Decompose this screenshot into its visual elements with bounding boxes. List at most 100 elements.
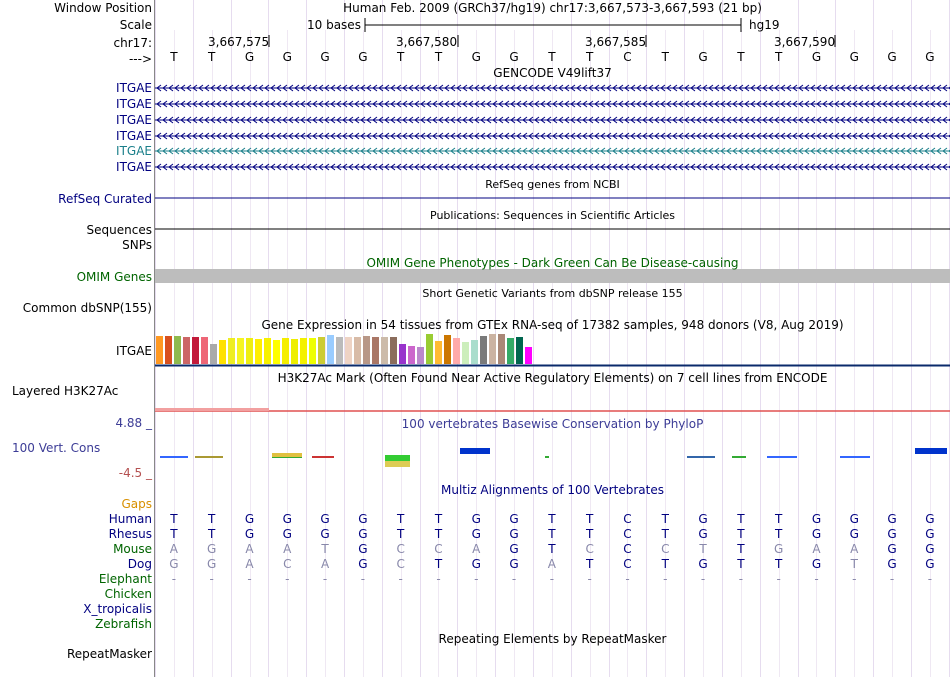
- label-species-rhesus[interactable]: Rhesus: [108, 527, 152, 541]
- strand-arrow-icon: [402, 147, 408, 155]
- label-refseq[interactable]: RefSeq Curated: [58, 192, 152, 206]
- strand-arrow-icon: [546, 84, 552, 92]
- label-phylop[interactable]: 100 Vert. Cons: [12, 441, 101, 455]
- strand-arrow-icon: [186, 84, 192, 92]
- strand-arrow-icon: [624, 147, 630, 155]
- strand-arrow-icon: [414, 163, 420, 171]
- alignment-base: C: [623, 512, 632, 526]
- strand-arrow-icon: [612, 132, 618, 140]
- strand-arrow-icon: [354, 116, 360, 124]
- strand-arrow-icon: [702, 132, 708, 140]
- strand-arrow-icon: [288, 84, 294, 92]
- strand-arrow-icon: [852, 163, 858, 171]
- strand-arrow-icon: [510, 147, 516, 155]
- label-species-mouse[interactable]: Mouse: [113, 542, 152, 556]
- strand-arrow-icon: [180, 116, 186, 124]
- strand-arrow-icon: [708, 84, 714, 92]
- strand-arrow-icon: [804, 84, 810, 92]
- label-gaps[interactable]: Gaps: [121, 497, 152, 511]
- strand-arrow-icon: [312, 147, 318, 155]
- strand-arrow-icon: [444, 100, 450, 108]
- strand-arrow-icon: [372, 100, 378, 108]
- label-itgae-1[interactable]: ITGAE: [116, 81, 152, 95]
- strand-arrow-icon: [354, 84, 360, 92]
- strand-arrow-icon: [234, 132, 240, 140]
- strand-arrow-icon: [906, 147, 912, 155]
- browser-track-image[interactable]: Human Feb. 2009 (GRCh37/hg19) chr17:3,66…: [155, 0, 950, 677]
- label-h3k27ac[interactable]: Layered H3K27Ac: [12, 384, 119, 398]
- strand-arrow-icon: [810, 100, 816, 108]
- strand-arrow-icon: [234, 163, 240, 171]
- strand-arrow-icon: [246, 116, 252, 124]
- strand-arrow-icon: [438, 132, 444, 140]
- alignment-base: T: [586, 557, 594, 571]
- strand-arrow-icon: [828, 116, 834, 124]
- alignment-base: -: [171, 572, 177, 586]
- label-species-human[interactable]: Human: [108, 512, 152, 526]
- label-gtex-gene[interactable]: ITGAE: [116, 344, 152, 358]
- label-repeatmasker[interactable]: RepeatMasker: [66, 647, 152, 661]
- label-omim[interactable]: OMIM Genes: [76, 270, 152, 284]
- label-itgae-3[interactable]: ITGAE: [116, 113, 152, 127]
- label-species-dog[interactable]: Dog: [127, 557, 152, 571]
- label-snps[interactable]: SNPs: [122, 238, 152, 252]
- strand-arrow-icon: [714, 116, 720, 124]
- strand-arrow-icon: [324, 100, 330, 108]
- label-itgae-6[interactable]: ITGAE: [116, 160, 152, 174]
- strand-arrow-icon: [396, 84, 402, 92]
- phylop-mark: [732, 456, 746, 458]
- strand-arrow-icon: [750, 147, 756, 155]
- strand-arrow-icon: [282, 147, 288, 155]
- h3k27ac-peak: [155, 408, 269, 411]
- label-species-zebrafish[interactable]: Zebrafish: [95, 617, 152, 631]
- strand-arrow-icon: [624, 163, 630, 171]
- strand-arrow-icon: [318, 100, 324, 108]
- alignment-base: -: [511, 572, 517, 586]
- alignment-base: T: [434, 512, 443, 526]
- strand-arrow-icon: [480, 116, 486, 124]
- strand-arrow-icon: [804, 132, 810, 140]
- strand-arrow-icon: [570, 147, 576, 155]
- strand-arrow-icon: [744, 147, 750, 155]
- strand-arrow-icon: [312, 116, 318, 124]
- strand-arrow-icon: [642, 147, 648, 155]
- strand-arrow-icon: [456, 84, 462, 92]
- label-dbsnp[interactable]: Common dbSNP(155): [22, 301, 152, 315]
- strand-arrow-icon: [492, 163, 498, 171]
- strand-arrow-icon: [756, 163, 762, 171]
- label-itgae-5[interactable]: ITGAE: [116, 144, 152, 158]
- strand-arrow-icon: [642, 100, 648, 108]
- label-itgae-4[interactable]: ITGAE: [116, 129, 152, 143]
- label-species-elephant[interactable]: Elephant: [98, 572, 152, 586]
- strand-arrow-icon: [582, 84, 588, 92]
- label-species-xtropicalis[interactable]: X_tropicalis: [83, 602, 152, 616]
- base-letter: C: [623, 50, 632, 64]
- label-sequences[interactable]: Sequences: [86, 223, 152, 237]
- strand-arrow-icon: [732, 84, 738, 92]
- strand-arrow-icon: [258, 84, 264, 92]
- strand-arrow-icon: [432, 163, 438, 171]
- strand-arrow-icon: [450, 132, 456, 140]
- alignment-base: G: [244, 512, 255, 526]
- strand-arrow-icon: [444, 147, 450, 155]
- strand-arrow-icon: [498, 100, 504, 108]
- strand-arrow-icon: [468, 147, 474, 155]
- alignment-base: T: [548, 527, 556, 541]
- strand-arrow-icon: [732, 132, 738, 140]
- strand-arrow-icon: [282, 84, 288, 92]
- strand-arrow-icon: [840, 116, 846, 124]
- strand-arrow-icon: [720, 147, 726, 155]
- strand-arrow-icon: [786, 147, 792, 155]
- strand-arrow-icon: [336, 132, 342, 140]
- label-itgae-2[interactable]: ITGAE: [116, 97, 152, 111]
- strand-arrow-icon: [918, 116, 924, 124]
- strand-arrow-icon: [174, 132, 180, 140]
- label-species-chicken[interactable]: Chicken: [104, 587, 152, 601]
- strand-arrow-icon: [192, 84, 198, 92]
- strand-arrow-icon: [276, 163, 282, 171]
- phylop-mark: [385, 455, 410, 463]
- strand-arrow-icon: [858, 132, 864, 140]
- strand-arrow-icon: [810, 163, 816, 171]
- strand-arrow-icon: [738, 100, 744, 108]
- alignment-base: A: [320, 557, 330, 571]
